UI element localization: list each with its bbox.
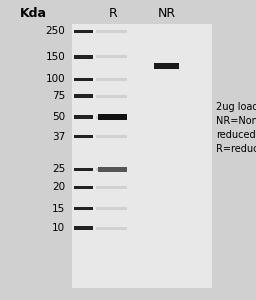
Bar bbox=[96, 78, 127, 81]
Bar bbox=[74, 30, 93, 33]
Bar bbox=[74, 55, 93, 59]
Bar bbox=[74, 186, 93, 189]
Bar bbox=[154, 63, 179, 69]
Text: 75: 75 bbox=[52, 91, 65, 101]
Text: 100: 100 bbox=[46, 74, 65, 85]
Text: 250: 250 bbox=[46, 26, 65, 37]
Bar bbox=[96, 186, 127, 189]
Bar bbox=[96, 116, 127, 118]
Bar bbox=[96, 56, 127, 58]
Text: R: R bbox=[108, 7, 117, 20]
Bar bbox=[74, 94, 93, 98]
Text: 37: 37 bbox=[52, 131, 65, 142]
Bar bbox=[74, 135, 93, 138]
Bar bbox=[98, 167, 127, 172]
Text: 150: 150 bbox=[46, 52, 65, 62]
Bar bbox=[96, 226, 127, 230]
Bar bbox=[72, 24, 212, 288]
Text: Kda: Kda bbox=[20, 7, 47, 20]
Bar bbox=[74, 168, 93, 171]
Text: 2ug loading
NR=Non-
reduced
R=reduced: 2ug loading NR=Non- reduced R=reduced bbox=[216, 101, 256, 154]
Text: NR: NR bbox=[157, 7, 175, 20]
Bar bbox=[98, 114, 127, 120]
Bar bbox=[74, 78, 93, 81]
Bar bbox=[96, 135, 127, 138]
Text: 15: 15 bbox=[52, 203, 65, 214]
Bar bbox=[96, 168, 127, 171]
Bar bbox=[96, 94, 127, 98]
Bar bbox=[74, 207, 93, 210]
Text: 20: 20 bbox=[52, 182, 65, 193]
Text: 25: 25 bbox=[52, 164, 65, 175]
Bar bbox=[74, 115, 93, 119]
Bar bbox=[74, 226, 93, 230]
Bar bbox=[96, 30, 127, 33]
Text: 50: 50 bbox=[52, 112, 65, 122]
Bar bbox=[96, 207, 127, 210]
Text: 10: 10 bbox=[52, 223, 65, 233]
